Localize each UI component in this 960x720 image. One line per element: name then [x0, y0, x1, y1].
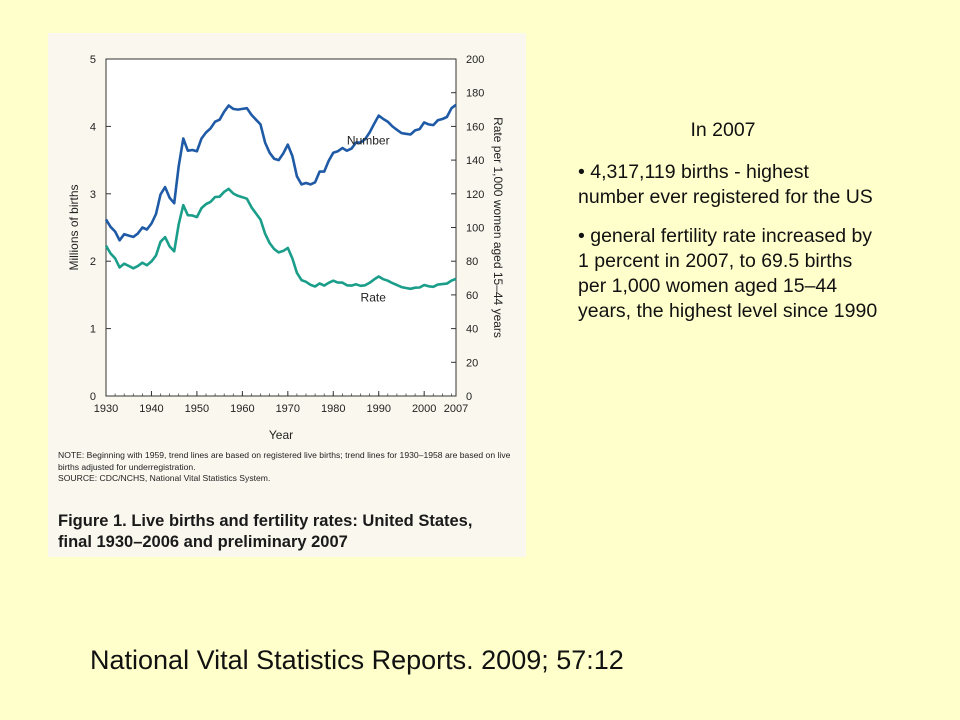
- x-tick-label: 2000: [412, 403, 436, 415]
- figure-note: NOTE: Beginning with 1959, trend lines a…: [58, 450, 524, 485]
- y-left-tick-label: 2: [90, 256, 96, 268]
- y-right-axis-title: Rate per 1,000 women aged 15–44 years: [491, 117, 505, 338]
- y-right-tick-label: 200: [466, 54, 484, 66]
- figure-caption-line-2: final 1930–2006 and preliminary 2007: [58, 533, 348, 551]
- x-tick-label: 1990: [366, 403, 390, 415]
- x-tick-label: 1970: [276, 403, 300, 415]
- y-right-tick-label: 20: [466, 357, 478, 369]
- bullet-births: • 4,317,119 births - highest number ever…: [578, 161, 873, 208]
- side-text: In 2007 • 4,317,119 births - highest num…: [578, 118, 878, 338]
- note-text: NOTE: Beginning with 1959, trend lines a…: [58, 450, 511, 472]
- y-right-tick-label: 140: [466, 155, 484, 167]
- x-tick-label: 1940: [139, 403, 163, 415]
- x-tick-label: 1930: [94, 403, 118, 415]
- y-left-tick-label: 0: [90, 391, 96, 403]
- y-right-tick-label: 60: [466, 290, 478, 302]
- series-line-number: [104, 103, 457, 242]
- y-right-tick-label: 40: [466, 324, 478, 336]
- bullet-fertility-rate: • general fertility rate increased by 1 …: [578, 225, 878, 322]
- x-axis-title: Year: [269, 428, 293, 442]
- x-tick-label: 1950: [185, 403, 209, 415]
- y-left-tick-label: 4: [90, 121, 96, 133]
- figure-caption: Figure 1. Live births and fertility rate…: [58, 511, 518, 553]
- y-left-tick-label: 3: [90, 189, 96, 201]
- series-label-rate: Rate: [361, 291, 387, 305]
- citation: National Vital Statistics Reports. 2009;…: [90, 645, 624, 675]
- y-left-tick-label: 1: [90, 324, 96, 336]
- y-right-tick-label: 120: [466, 189, 484, 201]
- series-line-rate: [104, 187, 457, 291]
- x-tick-label: 1980: [321, 403, 345, 415]
- y-right-tick-label: 0: [466, 391, 472, 403]
- plot-frame: [105, 58, 457, 397]
- side-heading: In 2007: [690, 119, 756, 141]
- figure-panel: 1930 1940 1950 1960 1970 1980 1990 2000 2007 0 1 2 3…: [48, 33, 526, 557]
- x-tick-label: 2007: [444, 403, 468, 415]
- y-right-tick-label: 160: [466, 121, 484, 133]
- y-right-tick-label: 180: [466, 88, 484, 100]
- x-tick-label: 1960: [230, 403, 254, 415]
- y-right-tick-label: 100: [466, 223, 484, 235]
- y-right-tick-label: 80: [466, 256, 478, 268]
- figure-caption-line-1: Figure 1. Live births and fertility rate…: [58, 512, 473, 530]
- y-left-tick-label: 5: [90, 54, 96, 66]
- y-left-axis-title: Millions of births: [67, 184, 81, 270]
- births-chart: 1930 1940 1950 1960 1970 1980 1990 2000 20070123…: [67, 54, 505, 442]
- source-text: SOURCE: CDC/NCHS, National Vital Statist…: [58, 473, 271, 483]
- series-label-number: Number: [347, 134, 390, 148]
